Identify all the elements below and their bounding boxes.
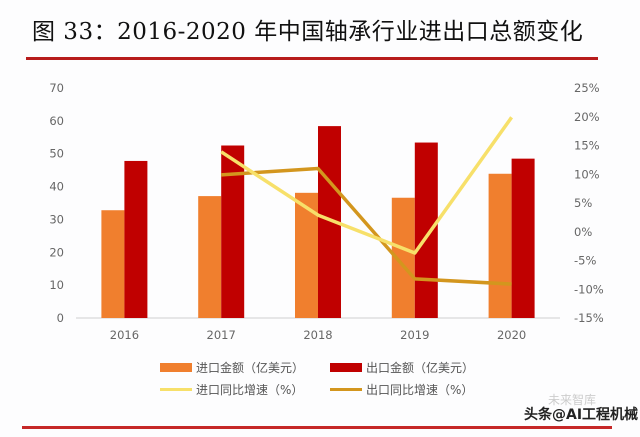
y-right-tick-label: -15%: [574, 311, 604, 325]
y-left-tick-label: 10: [49, 278, 64, 292]
bottom-rule: [22, 426, 612, 429]
legend-item-import-growth: 进口同比增速（%）: [160, 381, 330, 398]
y-right-tick-label: 25%: [574, 81, 600, 95]
legend: 进口金额（亿美元） 出口金额（亿美元） 进口同比增速（%） 出口同比增速（%）: [160, 356, 500, 400]
y-right-tick-label: 0%: [574, 225, 592, 239]
bar-import-amount: [198, 196, 222, 318]
bar-export-amount: [124, 160, 148, 318]
legend-label: 进口同比增速（%）: [196, 382, 304, 397]
y-left-tick-label: 50: [49, 147, 64, 161]
watermark: 头条@AI工程机械: [524, 407, 639, 423]
legend-swatch-import-growth: [160, 387, 192, 391]
legend-label: 出口金额（亿美元）: [366, 360, 475, 375]
y-right-tick-label: 15%: [574, 139, 600, 153]
y-right-tick-label: 20%: [574, 110, 600, 124]
legend-label: 出口同比增速（%）: [366, 382, 474, 397]
legend-swatch-export-amount: [330, 362, 362, 372]
y-right-tick-label: -10%: [574, 282, 604, 296]
y-right-tick-label: 10%: [574, 167, 600, 181]
x-tick-label: 2016: [110, 328, 139, 342]
y-left-tick-label: 0: [57, 311, 64, 325]
watermark-faint: 未来智库: [548, 393, 597, 407]
legend-swatch-import-amount: [160, 362, 192, 372]
legend-item-import-amount: 进口金额（亿美元）: [160, 359, 330, 376]
bar-export-amount: [414, 142, 438, 318]
chart-title: 图 33：2016-2020 年中国轴承行业进出口总额变化: [32, 19, 584, 45]
bar-import-amount: [295, 192, 318, 318]
bar-export-amount: [511, 158, 535, 318]
title-underline: [26, 57, 598, 60]
y-left-tick-label: 30: [49, 212, 64, 226]
x-tick-label: 2020: [497, 328, 526, 342]
line-export-growth: [221, 166, 512, 286]
x-tick-label: 2019: [400, 328, 429, 342]
y-left-tick-label: 60: [49, 114, 64, 128]
x-tick-label: 2018: [303, 328, 332, 342]
y-right-tick-label: -5%: [574, 254, 596, 268]
bar-export-amount: [221, 145, 245, 318]
legend-item-export-amount: 出口金额（亿美元）: [330, 359, 500, 376]
legend-swatch-export-growth: [330, 387, 362, 391]
y-left-tick-label: 40: [49, 180, 64, 194]
legend-label: 进口金额（亿美元）: [196, 360, 305, 375]
y-left-tick-label: 20: [49, 245, 64, 259]
y-right-tick-label: 5%: [574, 196, 592, 210]
bar-import-amount: [488, 173, 512, 318]
y-left-tick-label: 70: [49, 81, 64, 95]
bar-import-amount: [101, 210, 125, 318]
line-import-growth: [220, 116, 514, 255]
x-tick-label: 2017: [207, 328, 236, 342]
bar-import-amount: [391, 197, 415, 318]
legend-item-export-growth: 出口同比增速（%）: [330, 381, 500, 398]
